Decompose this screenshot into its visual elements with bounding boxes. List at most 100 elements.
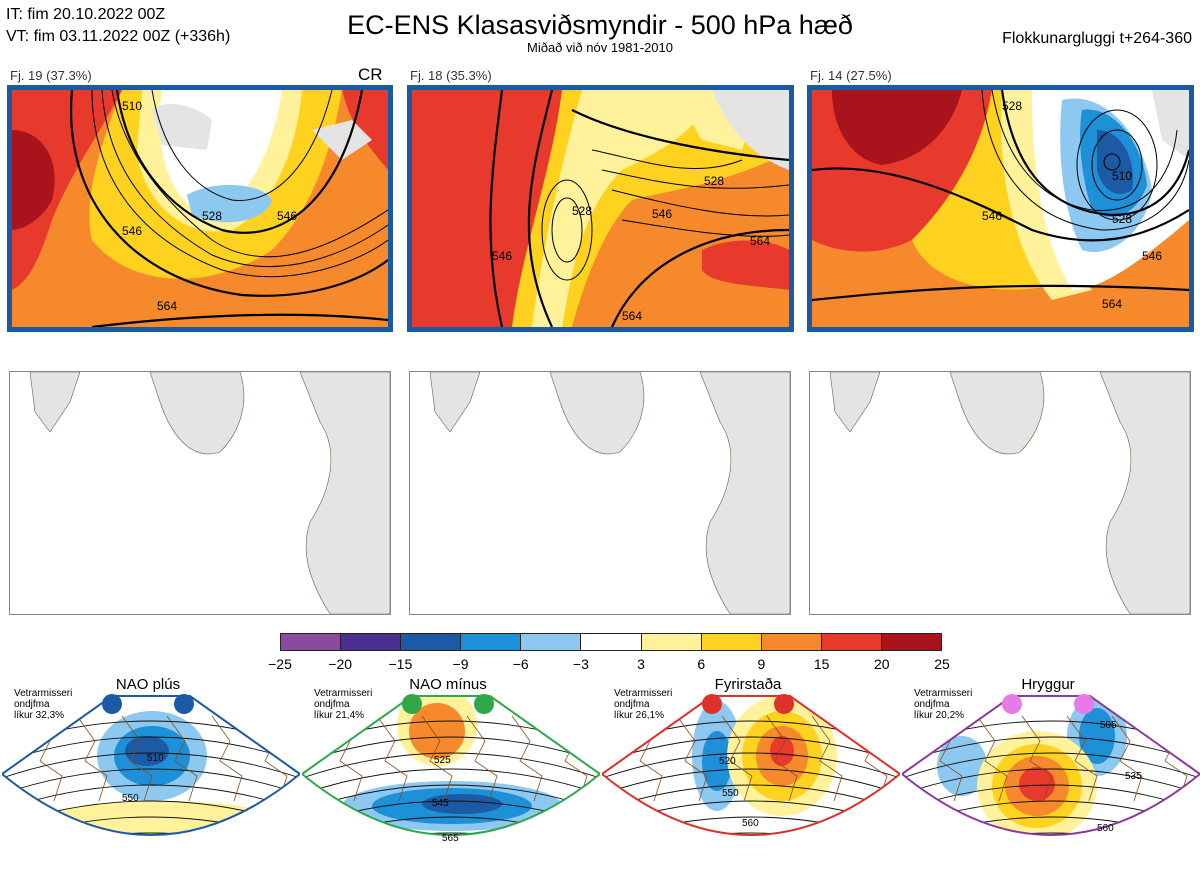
anomaly-shading: [32, 801, 292, 835]
regime-probability-note: Vetrarmisseri ondjfma líkur 20,2%: [914, 688, 972, 721]
coastline: [1111, 715, 1143, 802]
cluster-2-contour-b: 546: [652, 207, 672, 221]
anomaly-shading: [1016, 845, 1048, 857]
page-subtitle: Miðað við nóv 1981-2010: [527, 40, 673, 55]
colorbar-segment: [341, 634, 402, 650]
coastline: [376, 715, 408, 802]
colorbar-segment: [581, 634, 642, 650]
colorbar-tick-label: 20: [874, 656, 890, 672]
regime-probability-note: Vetrarmisseri ondjfma líkur 21,4%: [314, 688, 372, 721]
cluster-1-contour-b: 546: [122, 224, 142, 238]
anomaly-shading: [770, 736, 794, 766]
regime-note-line: líkur 20,2%: [914, 710, 965, 721]
height-contour: [602, 832, 900, 835]
height-contour: [602, 849, 900, 871]
regime-contour-label: 520: [719, 756, 736, 767]
regime-note-line: Vetrarmisseri: [314, 688, 373, 699]
cluster-3-contour-a: 528: [1002, 99, 1022, 113]
coastline: [766, 715, 798, 802]
regime-contour-label: 565: [442, 833, 459, 844]
colorbar-tick-label: 25: [934, 656, 950, 672]
cluster-3-contour-c: 528: [1112, 212, 1132, 226]
colorbar-tick-label: −25: [268, 656, 292, 672]
colorbar-segment: [641, 634, 702, 650]
regime-marker: [474, 694, 494, 714]
regime-marker: [1074, 694, 1094, 714]
colorbar-segment: [761, 634, 822, 650]
colorbar-segment: [521, 634, 582, 650]
height-contour: [602, 784, 900, 811]
regime-contour-label: 505: [1100, 720, 1117, 731]
regime-title: NAO plús: [115, 676, 181, 693]
height-contour: [302, 832, 600, 835]
coastline: [421, 715, 453, 802]
regime-contour-label: 535: [1125, 771, 1142, 782]
height-contour: [302, 849, 600, 871]
cluster-1-map: 528 546 564 510 546: [7, 85, 393, 332]
height-contour: [2, 849, 300, 871]
coastline: [1066, 715, 1098, 802]
cluster-2-contour-d: 564: [750, 234, 770, 248]
regime-note-line: líkur 32,3%: [14, 710, 65, 721]
regime-note-line: ondjfma: [14, 699, 50, 710]
regime-border: [300, 695, 602, 836]
cluster-2-contour-f: 564: [622, 309, 642, 323]
cluster-2-contour-c: 546: [492, 249, 512, 263]
regime-contour-label: 510: [147, 753, 164, 764]
cluster-3-label: Fj. 14 (27.5%): [810, 68, 892, 83]
anomaly-shading: [702, 731, 732, 791]
colorbar-tick-label: 6: [697, 656, 706, 672]
coastline: [811, 715, 843, 802]
height-contour: [602, 736, 900, 763]
regime-note-line: Vetrarmisseri: [614, 688, 673, 699]
regime-note-line: Vetrarmisseri: [14, 688, 73, 699]
regime-marker: [402, 694, 422, 714]
regime-probability-note: Vetrarmisseri ondjfma líkur 32,3%: [14, 688, 72, 721]
colorbar-segment: [701, 634, 762, 650]
height-contour: [602, 752, 900, 779]
cluster-window: Flokkunargluggi t+264-360: [1002, 30, 1192, 47]
height-contour: [902, 768, 1200, 795]
height-contour: [2, 736, 300, 763]
coastline: [676, 715, 708, 802]
regime-note-line: ondjfma: [914, 699, 950, 710]
header-info: IT: fim 20.10.2022 00Z VT: fim 03.11.202…: [6, 4, 230, 48]
regime-note-line: ondjfma: [314, 699, 350, 710]
coastline: [511, 715, 543, 802]
coastline: [121, 715, 153, 802]
cluster-1-contour-c: 564: [157, 299, 177, 313]
cluster-3-contour-b: 546: [982, 209, 1002, 223]
cluster-1-contour-a: 528: [202, 209, 222, 223]
colorbar-tick-label: −6: [512, 656, 529, 672]
height-contour: [902, 752, 1200, 779]
empty-map-1: [9, 371, 391, 615]
cluster-1-tag: CR: [358, 65, 383, 84]
cluster-2-map: 528 546 546 564 528 564: [407, 85, 794, 332]
colorbar-segment: [281, 634, 342, 650]
regime-panel: 520 550 560 Fyrirstaða Vetrarmisseri ondjfma l…: [600, 676, 902, 871]
height-contour: [302, 736, 600, 763]
height-contour: [302, 752, 600, 779]
colorbar-tick-label: 9: [757, 656, 766, 672]
page-title: EC-ENS Klasasviðsmyndir - 500 hPa hæð: [347, 10, 853, 40]
regime-contour-label: 550: [122, 793, 139, 804]
cluster-1-label: Fj. 19 (37.3%): [10, 68, 92, 83]
height-contour: [302, 784, 600, 811]
regime-marker: [102, 694, 122, 714]
regime-contour-label: 545: [432, 798, 449, 809]
colorbar-tick-label: −3: [572, 656, 589, 672]
colorbar-segment: [401, 634, 462, 650]
empty-map-3: [809, 371, 1191, 615]
regime-marker: [702, 694, 722, 714]
height-contour: [2, 752, 300, 779]
regime-note-line: ondjfma: [614, 699, 650, 710]
regime-panel: 505 535 560 Hryggur Vetrarmisseri ondjfma líku…: [900, 676, 1200, 871]
regime-title: Hryggur: [1021, 676, 1075, 693]
height-contour: [302, 768, 600, 795]
height-contour: [2, 832, 300, 835]
coastline: [76, 715, 108, 802]
regime-title: Fyrirstaða: [714, 676, 782, 693]
initial-time: IT: fim 20.10.2022 00Z: [6, 6, 166, 23]
regime-contour-label: 560: [742, 818, 759, 829]
cluster-3-contour-d: 546: [1142, 249, 1162, 263]
